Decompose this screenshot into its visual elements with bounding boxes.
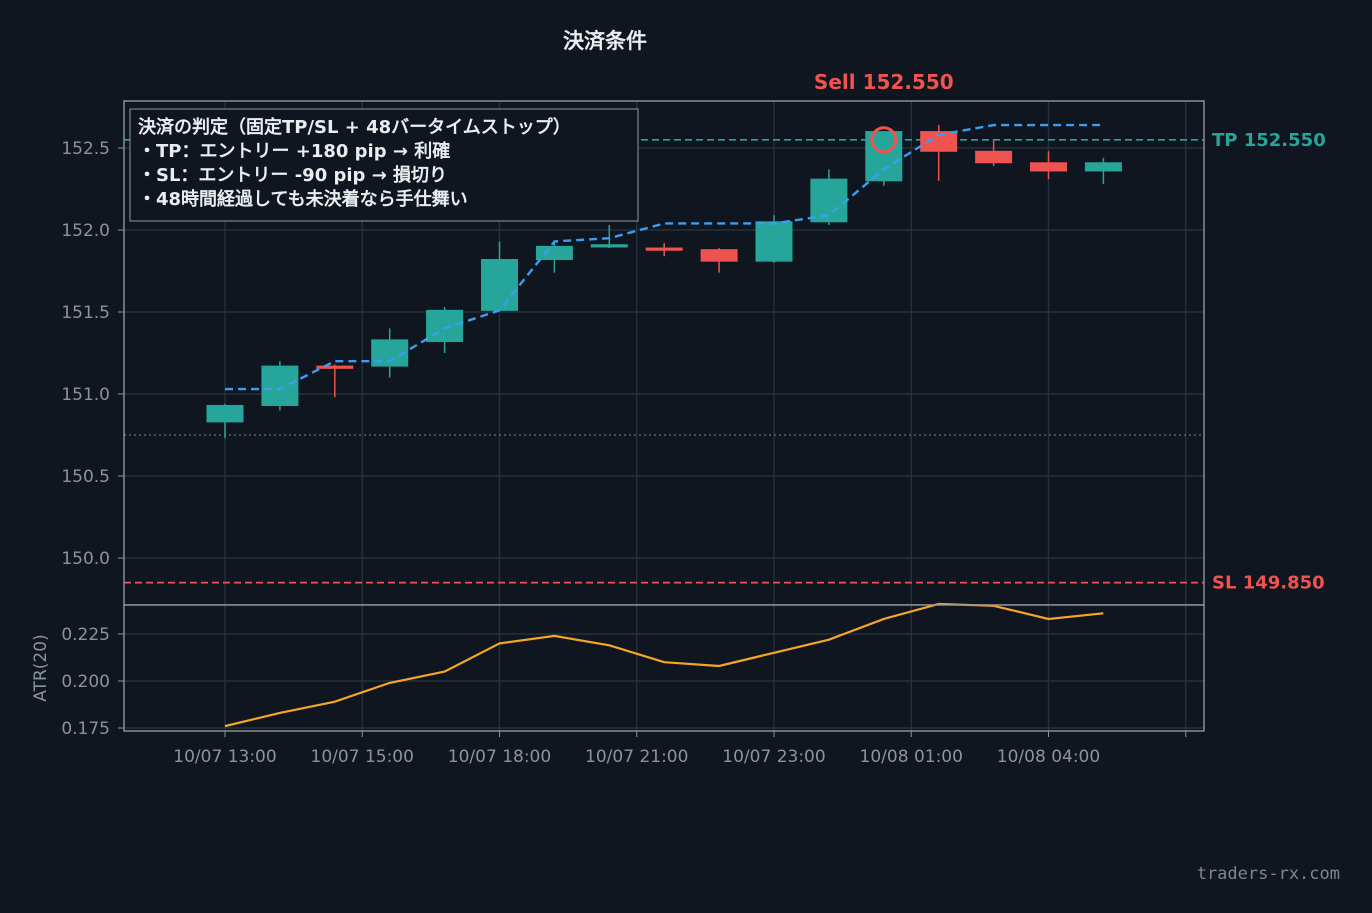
- x-tick-label-2: 10/07 18:00: [448, 747, 551, 767]
- candle-body-14: [975, 150, 1013, 164]
- candle-body-5: [481, 259, 518, 311]
- candle-body-15: [1030, 162, 1067, 172]
- candle-body-6: [535, 245, 573, 261]
- atr-plot-frame: [123, 604, 1205, 732]
- price-panel: 150.0 150.5 151.0 151.5 152.0 152.5 TP 152.550…: [61, 70, 1326, 606]
- atr-ytick-label-1: 0.200: [61, 672, 110, 692]
- price-ytick-label-0: 150.0: [61, 549, 110, 569]
- x-tick-label-5: 10/08 01:00: [860, 747, 963, 767]
- candle-body-16: [1084, 162, 1122, 172]
- candle-body-10: [755, 221, 793, 262]
- price-ytick-label-3: 151.5: [61, 303, 110, 323]
- candle-body-9: [700, 249, 738, 262]
- atr-panel: 0.175 0.200 0.225 ATR(20) 10/07 13:00 10/07 1…: [31, 602, 1205, 767]
- atr-ytick-label-2: 0.225: [61, 625, 110, 645]
- atr-ytick-label-0: 0.175: [61, 719, 110, 739]
- sl-label: SL 149.850: [1212, 573, 1325, 594]
- candle-body-8: [645, 247, 683, 251]
- price-ytick-label-2: 151.0: [61, 385, 110, 405]
- sell-entry-marker: [870, 126, 898, 154]
- sell-entry-label: Sell 152.550: [814, 70, 954, 94]
- legend-line-2: ・SL：エントリー -90 pip → 損切り: [138, 164, 447, 186]
- x-tick-label-4: 10/07 23:00: [722, 747, 825, 767]
- tp-label: TP 152.550: [1212, 130, 1326, 151]
- chart-title: 決済条件: [563, 29, 647, 53]
- watermark: traders-rx.com: [1197, 864, 1340, 884]
- legend-box: [129, 108, 639, 222]
- candle-body-13: [920, 131, 958, 152]
- x-tick-label-6: 10/08 04:00: [997, 747, 1100, 767]
- candle-body-2: [316, 365, 354, 369]
- candle-body-11: [810, 178, 848, 223]
- x-tick-label-1: 10/07 15:00: [311, 747, 414, 767]
- atr-plot-area: [124, 605, 1204, 731]
- legend-line-3: ・48時間経過しても未決着なら手仕舞い: [138, 188, 468, 210]
- x-tick-label-3: 10/07 21:00: [585, 747, 688, 767]
- legend-line-1: ・TP：エントリー +180 pip → 利確: [138, 140, 450, 162]
- candle-body-7: [590, 244, 628, 248]
- dashed-price-line: [225, 123, 1104, 391]
- price-ytick-label-4: 152.0: [61, 221, 110, 241]
- price-ytick-label-1: 150.5: [61, 467, 110, 487]
- x-tick-label-0: 10/07 13:00: [173, 747, 276, 767]
- candle-body-4: [426, 309, 464, 343]
- atr-ylabel: ATR(20): [31, 634, 51, 701]
- candle-body-1: [261, 365, 299, 406]
- price-ytick-label-5: 152.5: [61, 139, 110, 159]
- legend-line-0: 決済の判定（固定TP/SL + 48バータイムストップ）: [138, 116, 571, 138]
- candle-body-0: [206, 404, 244, 423]
